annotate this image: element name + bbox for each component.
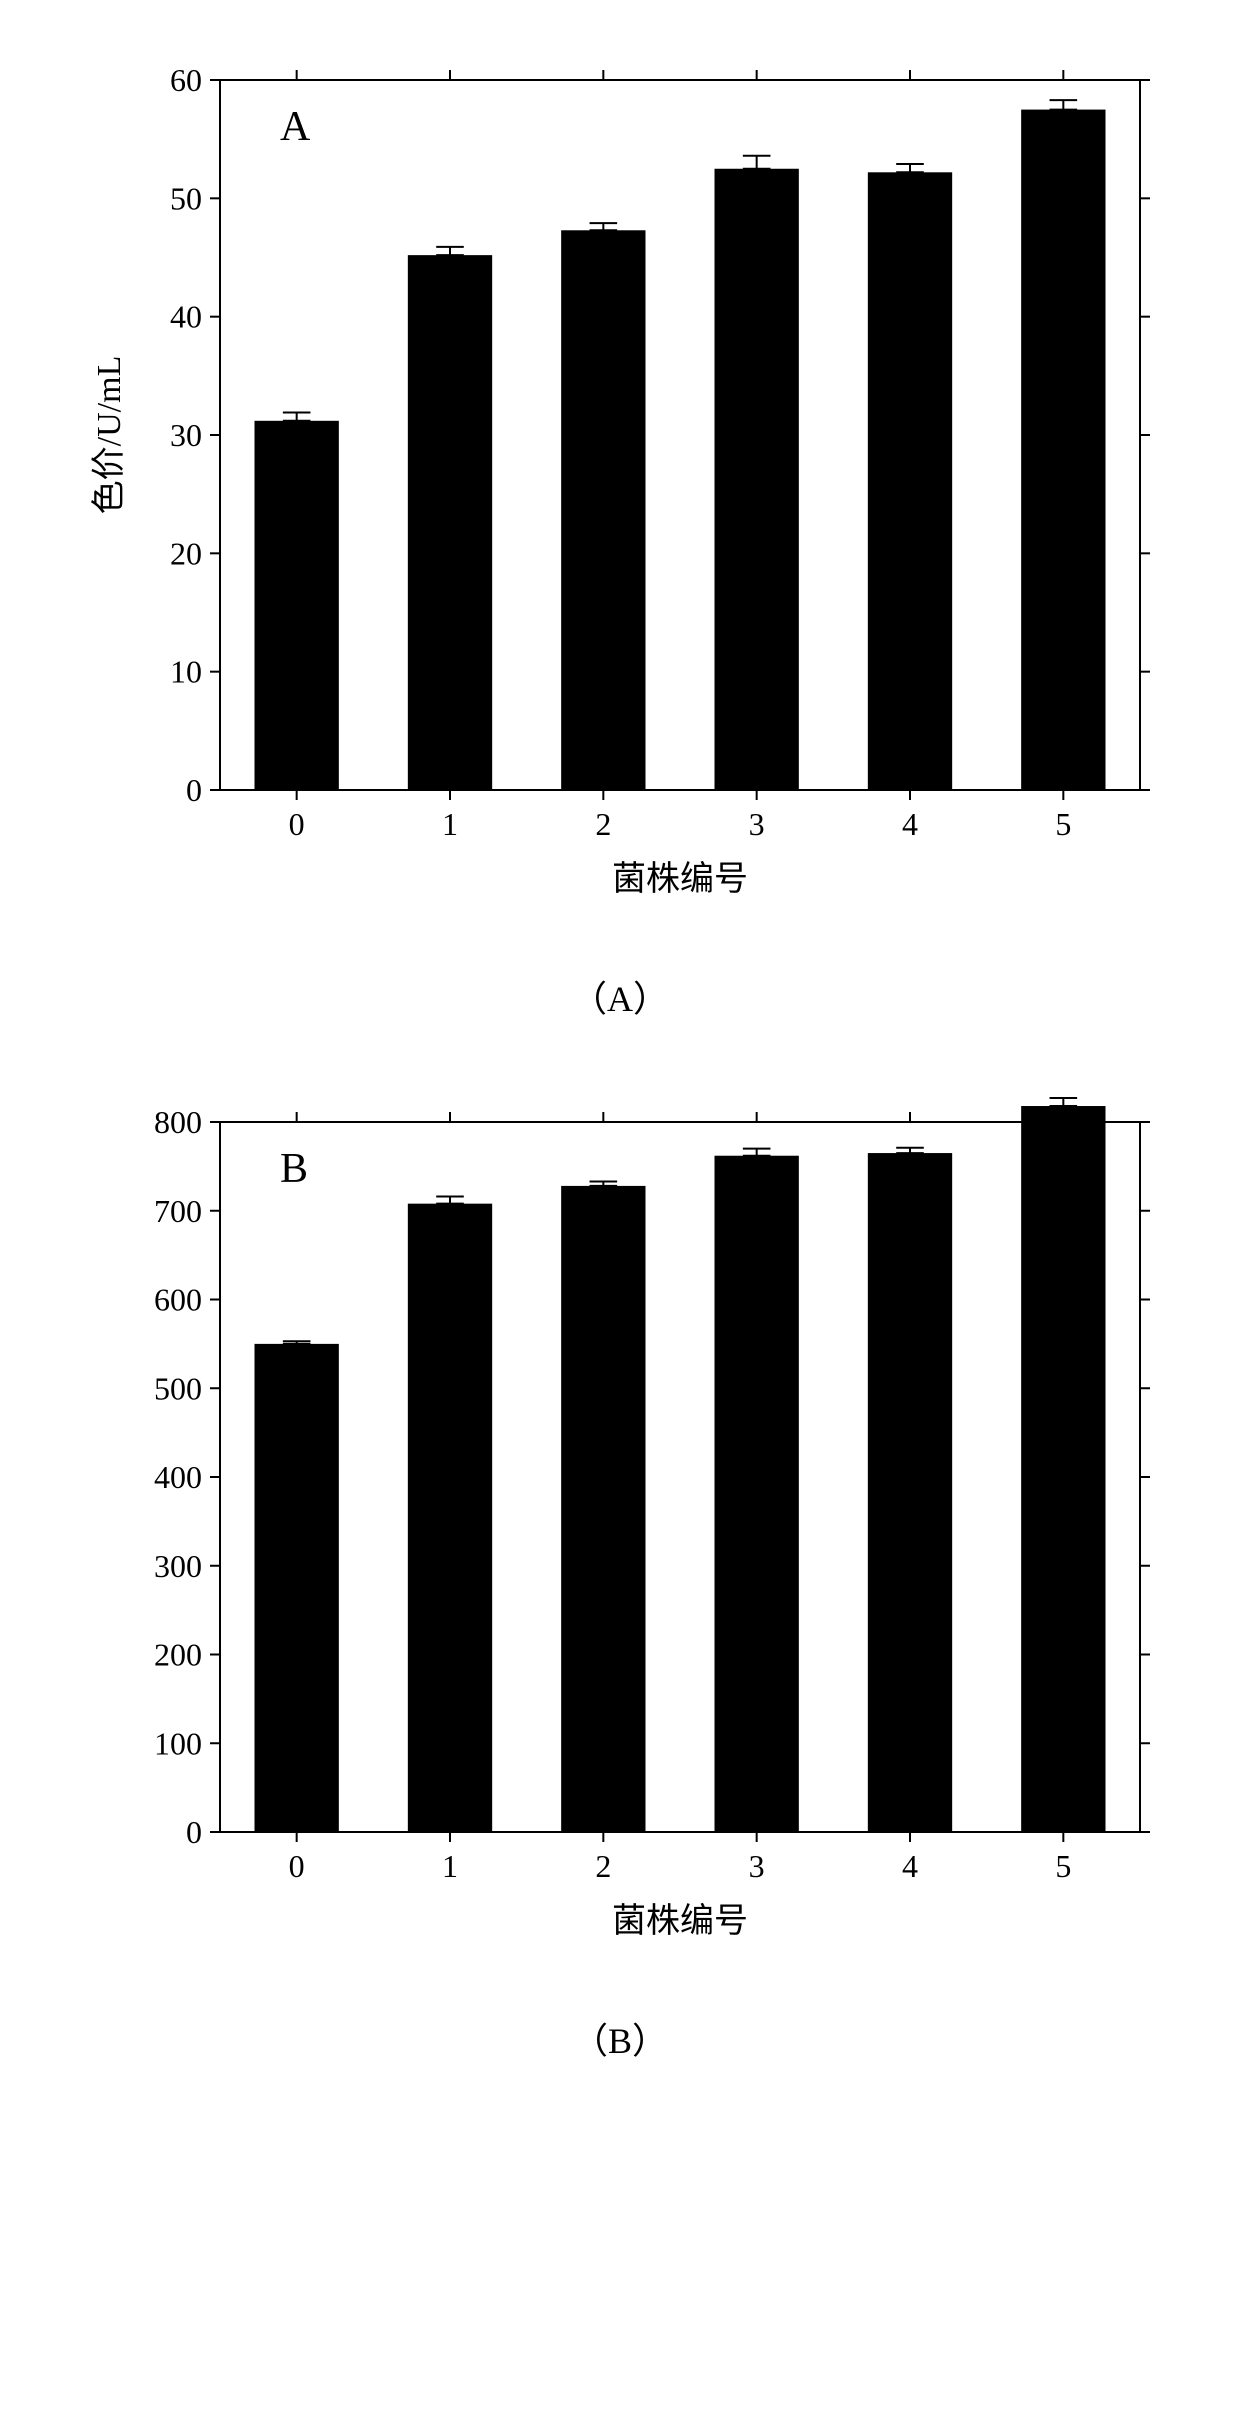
caption-a: （A） — [60, 970, 1180, 1022]
plot-frame — [220, 1122, 1140, 1832]
ytick-label: 0 — [186, 772, 202, 808]
xtick-label: 0 — [289, 1848, 305, 1884]
bar — [561, 1186, 645, 1832]
ytick-label: 30 — [170, 417, 202, 453]
xlabel: 菌株编号 — [612, 1902, 748, 1940]
ytick-label: 0 — [186, 1814, 202, 1850]
bar — [868, 1153, 952, 1832]
xtick-label: 5 — [1055, 1848, 1071, 1884]
bar — [255, 1344, 339, 1832]
ytick-label: 20 — [170, 535, 202, 571]
xtick-label: 2 — [595, 1848, 611, 1884]
ytick-label: 700 — [154, 1193, 202, 1229]
ytick-label: 40 — [170, 299, 202, 335]
panel-letter: A — [280, 104, 311, 150]
chart-b-svg: 0 100 200 300 400 500 600 700 800 0 1 2 3 4 5 菌株编号 B — [70, 1082, 1170, 1982]
bar — [1021, 110, 1105, 790]
bar — [255, 421, 339, 790]
bar — [715, 1156, 799, 1832]
bar — [1021, 1106, 1105, 1832]
xtick-label: 3 — [749, 806, 765, 842]
ytick-label: 600 — [154, 1282, 202, 1318]
xtick-label: 5 — [1055, 806, 1071, 842]
ytick-label: 50 — [170, 180, 202, 216]
bar — [868, 172, 952, 790]
ytick-label: 200 — [154, 1637, 202, 1673]
ytick-label: 500 — [154, 1370, 202, 1406]
xtick-label: 1 — [442, 806, 458, 842]
ytick-label: 10 — [170, 654, 202, 690]
ytick-label: 800 — [154, 1104, 202, 1140]
bar — [408, 255, 492, 790]
panel-a: 0 10 20 30 40 50 60 0 1 2 3 4 5 菌株编号 色价/U/mL A （A） — [60, 40, 1180, 1022]
xtick-label: 4 — [902, 1848, 918, 1884]
plot-frame — [220, 80, 1140, 790]
ylabel: 色价/U/mL — [90, 356, 128, 515]
ytick-label: 400 — [154, 1459, 202, 1495]
chart-b-wrap: 0 100 200 300 400 500 600 700 800 0 1 2 3 4 5 菌株编号 B — [70, 1082, 1170, 1982]
ytick-label: 60 — [170, 62, 202, 98]
panel-letter: B — [280, 1146, 308, 1192]
xtick-label: 0 — [289, 806, 305, 842]
xtick-label: 3 — [749, 1848, 765, 1884]
panel-b: 0 100 200 300 400 500 600 700 800 0 1 2 3 4 5 菌株编号 B （B） — [60, 1082, 1180, 2064]
xtick-label: 4 — [902, 806, 918, 842]
caption-b: （B） — [60, 2012, 1180, 2064]
xtick-label: 2 — [595, 806, 611, 842]
bar — [408, 1204, 492, 1832]
xlabel: 菌株编号 — [612, 860, 748, 898]
chart-a-wrap: 0 10 20 30 40 50 60 0 1 2 3 4 5 菌株编号 色价/U/mL A — [70, 40, 1170, 940]
ytick-label: 300 — [154, 1548, 202, 1584]
xtick-label: 1 — [442, 1848, 458, 1884]
bar — [715, 169, 799, 790]
chart-a-svg: 0 10 20 30 40 50 60 0 1 2 3 4 5 菌株编号 色价/U/mL A — [70, 40, 1170, 940]
bar — [561, 230, 645, 790]
ytick-label: 100 — [154, 1725, 202, 1761]
